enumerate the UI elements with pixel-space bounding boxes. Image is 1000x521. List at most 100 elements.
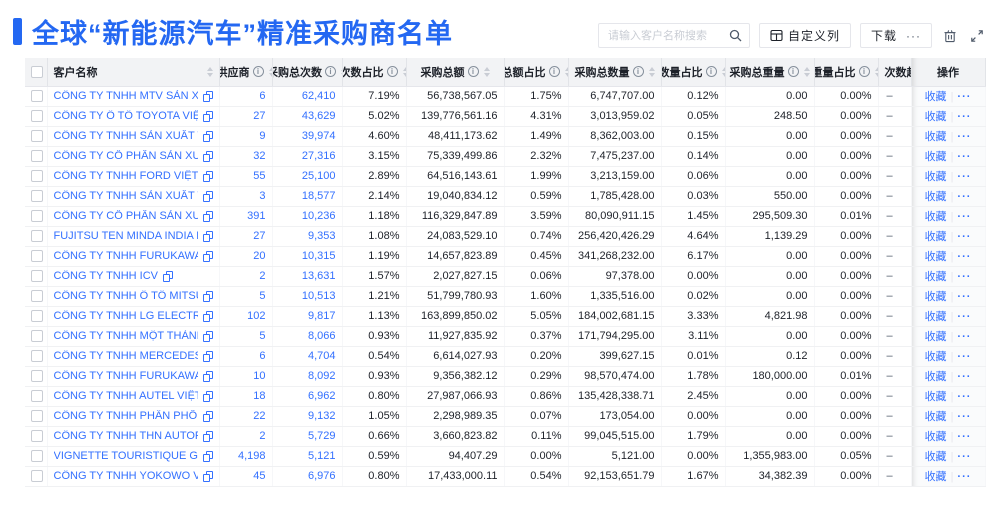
copy-icon[interactable] bbox=[202, 470, 213, 482]
copy-icon[interactable] bbox=[202, 390, 213, 402]
copy-icon[interactable] bbox=[202, 190, 213, 202]
cell-supplier[interactable]: 2 bbox=[219, 426, 273, 447]
info-icon[interactable]: i bbox=[858, 66, 870, 78]
company-name-link[interactable]: CÔNG TY TNHH LG ELECTRON... bbox=[53, 310, 198, 322]
copy-icon[interactable] bbox=[202, 210, 213, 222]
cell-purchase_count[interactable]: 5,121 bbox=[272, 446, 343, 467]
company-name-link[interactable]: CÔNG TY CỔ PHẦN SẢN XUẤT... bbox=[53, 150, 198, 162]
copy-icon[interactable] bbox=[163, 270, 174, 282]
cell-supplier[interactable]: 391 bbox=[219, 206, 273, 227]
favorite-button[interactable]: 收藏 bbox=[924, 291, 947, 303]
cell-purchase_count[interactable]: 10,513 bbox=[272, 286, 343, 307]
cell-supplier[interactable]: 27 bbox=[219, 106, 273, 127]
cell-purchase_count[interactable]: 9,132 bbox=[272, 406, 343, 427]
row-more-button[interactable]: ··· bbox=[957, 111, 972, 123]
row-more-button[interactable]: ··· bbox=[957, 211, 972, 223]
company-name-link[interactable]: CÔNG TY TNHH MTV SẢN XUẤ... bbox=[53, 90, 198, 102]
row-more-button[interactable]: ··· bbox=[957, 171, 972, 183]
cell-purchase_count[interactable]: 43,629 bbox=[272, 106, 343, 127]
company-name-link[interactable]: CÔNG TY TNHH FORD VIỆT NAM bbox=[53, 170, 198, 182]
column-header-count_pct[interactable]: 次数占比 i bbox=[342, 58, 407, 87]
company-name-link[interactable]: CÔNG TY TNHH SẢN XUẤT VÀ ... bbox=[53, 130, 198, 142]
row-more-button[interactable]: ··· bbox=[957, 311, 972, 323]
company-name-link[interactable]: CÔNG TY TNHH FURUKAWA A... bbox=[53, 370, 198, 382]
cell-purchase_count[interactable]: 9,817 bbox=[272, 306, 343, 327]
cell-purchase_count[interactable]: 8,092 bbox=[272, 366, 343, 387]
copy-icon[interactable] bbox=[202, 250, 213, 262]
favorite-button[interactable]: 收藏 bbox=[924, 171, 947, 183]
info-icon[interactable]: i bbox=[548, 66, 560, 78]
row-checkbox[interactable] bbox=[31, 250, 43, 263]
row-more-button[interactable]: ··· bbox=[957, 351, 972, 363]
download-button[interactable]: 下载 ··· bbox=[859, 23, 932, 48]
cell-supplier[interactable]: 18 bbox=[219, 386, 273, 407]
cell-purchase_count[interactable]: 39,974 bbox=[272, 126, 343, 147]
row-checkbox[interactable] bbox=[31, 190, 43, 203]
copy-icon[interactable] bbox=[202, 90, 213, 102]
cell-purchase_count[interactable]: 5,729 bbox=[272, 426, 343, 447]
cell-supplier[interactable]: 3 bbox=[219, 186, 273, 207]
column-header-quantity[interactable]: 采购总数量 i bbox=[568, 58, 662, 87]
row-checkbox[interactable] bbox=[31, 450, 43, 463]
cell-purchase_count[interactable]: 10,315 bbox=[272, 246, 343, 267]
cell-supplier[interactable]: 32 bbox=[219, 146, 273, 167]
company-name-link[interactable]: CÔNG TY TNHH ICV bbox=[53, 270, 159, 282]
row-checkbox[interactable] bbox=[31, 330, 43, 343]
cell-supplier[interactable]: 102 bbox=[219, 306, 273, 327]
favorite-button[interactable]: 收藏 bbox=[924, 231, 947, 243]
row-checkbox[interactable] bbox=[31, 310, 43, 323]
select-all-checkbox[interactable] bbox=[31, 65, 43, 78]
delete-button[interactable] bbox=[941, 27, 959, 45]
sort-icon[interactable] bbox=[483, 66, 490, 77]
favorite-button[interactable]: 收藏 bbox=[924, 311, 947, 323]
column-header-amount_pct[interactable]: 总额占比 i bbox=[504, 58, 569, 87]
company-name-link[interactable]: FUJITSU TEN MINDA INDIA PVT... bbox=[53, 230, 198, 242]
cell-purchase_count[interactable]: 4,704 bbox=[272, 346, 343, 367]
row-checkbox[interactable] bbox=[31, 150, 43, 163]
row-checkbox[interactable] bbox=[31, 430, 43, 443]
row-more-button[interactable]: ··· bbox=[957, 291, 972, 303]
copy-icon[interactable] bbox=[202, 110, 213, 122]
cell-purchase_count[interactable]: 10,236 bbox=[272, 206, 343, 227]
favorite-button[interactable]: 收藏 bbox=[924, 371, 947, 383]
row-more-button[interactable]: ··· bbox=[957, 371, 972, 383]
company-name-link[interactable]: CÔNG TY TNHH SẢN XUẤT VÀ ... bbox=[53, 190, 198, 202]
cell-purchase_count[interactable]: 6,976 bbox=[272, 466, 343, 487]
copy-icon[interactable] bbox=[202, 130, 213, 142]
row-checkbox[interactable] bbox=[31, 170, 43, 183]
cell-supplier[interactable]: 4,198 bbox=[219, 446, 273, 467]
fullscreen-button[interactable] bbox=[968, 27, 986, 45]
copy-icon[interactable] bbox=[202, 170, 213, 182]
company-name-link[interactable]: CÔNG TY TNHH YOKOWO VIỆT... bbox=[53, 470, 198, 482]
company-name-link[interactable]: CÔNG TY TNHH MỘT THÀNH V... bbox=[53, 330, 198, 342]
company-name-link[interactable]: CÔNG TY TNHH THN AUTOPAR... bbox=[53, 430, 198, 442]
sort-icon[interactable] bbox=[648, 66, 655, 77]
cell-purchase_count[interactable]: 62,410 bbox=[272, 86, 343, 107]
company-name-link[interactable]: VIGNETTE TOURISTIQUE G UNI... bbox=[53, 450, 198, 462]
cell-purchase_count[interactable]: 25,100 bbox=[272, 166, 343, 187]
cell-supplier[interactable]: 22 bbox=[219, 406, 273, 427]
row-more-button[interactable]: ··· bbox=[957, 151, 972, 163]
info-icon[interactable]: i bbox=[467, 66, 479, 78]
row-more-button[interactable]: ··· bbox=[957, 251, 972, 263]
search-box[interactable] bbox=[597, 23, 750, 48]
column-header-purchase_count[interactable]: 采购总次数 i bbox=[272, 58, 343, 87]
row-checkbox[interactable] bbox=[31, 370, 43, 383]
favorite-button[interactable]: 收藏 bbox=[924, 131, 947, 143]
row-more-button[interactable]: ··· bbox=[957, 451, 972, 463]
favorite-button[interactable]: 收藏 bbox=[924, 271, 947, 283]
company-name-link[interactable]: CÔNG TY TNHH Ô TÔ MITSUBI... bbox=[53, 290, 198, 302]
favorite-button[interactable]: 收藏 bbox=[924, 391, 947, 403]
row-checkbox[interactable] bbox=[31, 270, 43, 283]
cell-purchase_count[interactable]: 27,316 bbox=[272, 146, 343, 167]
copy-icon[interactable] bbox=[202, 330, 213, 342]
column-header-weight[interactable]: 采购总重量 i bbox=[725, 58, 815, 87]
favorite-button[interactable]: 收藏 bbox=[924, 91, 947, 103]
favorite-button[interactable]: 收藏 bbox=[924, 331, 947, 343]
company-name-link[interactable]: CÔNG TY TNHH FURUKAWA A... bbox=[53, 250, 198, 262]
search-icon[interactable] bbox=[729, 29, 742, 42]
cell-supplier[interactable]: 27 bbox=[219, 226, 273, 247]
sort-icon[interactable] bbox=[721, 66, 724, 77]
column-header-amount[interactable]: 采购总额 i bbox=[406, 58, 505, 87]
row-more-button[interactable]: ··· bbox=[957, 191, 972, 203]
